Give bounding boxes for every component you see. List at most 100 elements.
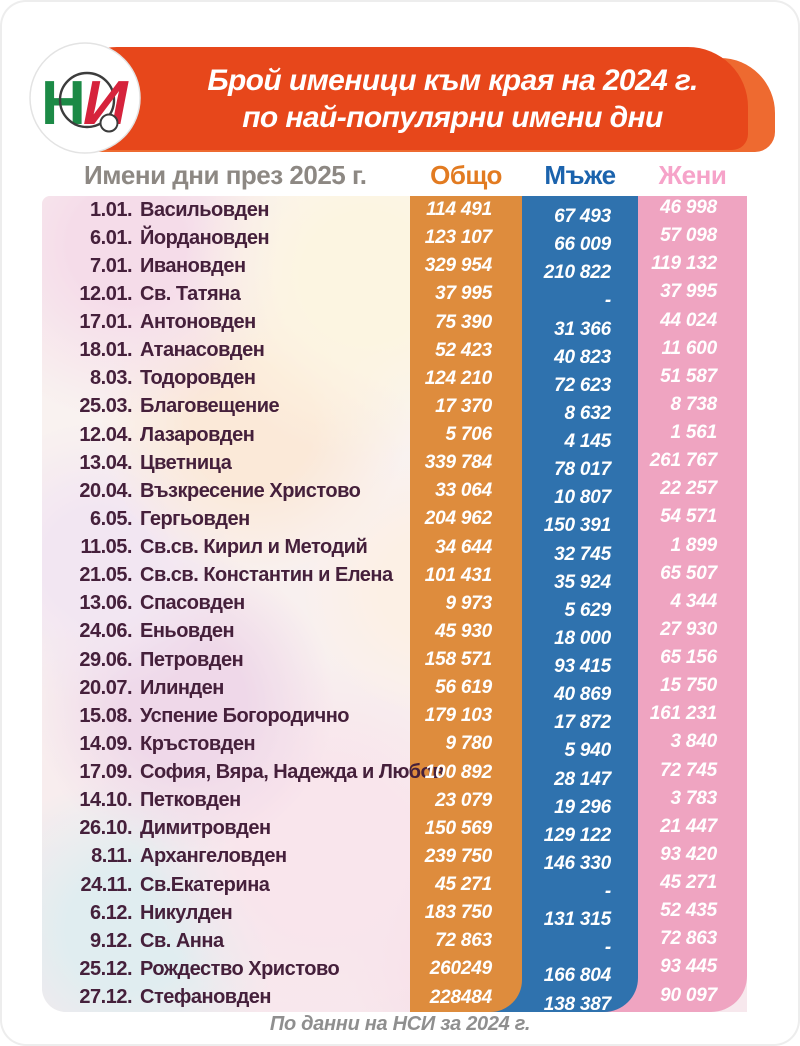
row-name: Цветница [140,451,232,474]
value-total: 158 571 [424,649,492,671]
table-row: 21.05. Св.св. Константин и Елена 101 431… [42,562,747,593]
row-date: 13.04. [79,451,132,474]
row-date: 24.06. [79,620,132,643]
value-women: 51 587 [660,365,717,387]
row-date: 12.01. [79,282,132,305]
value-women: 90 097 [660,984,717,1006]
table-row: 29.06. Петровден 158 571 93 415 65 156 [42,646,747,677]
value-women: 72 745 [660,759,717,781]
value-total: 37 995 [435,283,492,305]
value-women: 37 995 [660,281,717,303]
page-title-line-2: по най-популярни имени дни [242,100,663,134]
value-women: 54 571 [660,506,717,528]
table-row: 25.12. Рождество Христово 260249 166 804… [42,955,747,986]
value-men: 5 629 [564,599,611,621]
row-name: Васильовден [140,198,269,221]
row-name: Еньовден [140,620,235,643]
row-name: Димитровден [140,817,271,840]
value-total: 204 962 [424,508,492,530]
table-row: 14.09. Кръстовден 9 780 5 940 3 840 [42,730,747,761]
table-row: 26.10. Димитровден 150 569 129 122 21 44… [42,815,747,846]
table-row: 17.09. София, Вяра, Надежда и Любов 100 … [42,759,747,790]
table-row: 13.04. Цветница 339 784 78 017 261 767 [42,449,747,480]
total-column-background [410,196,522,1012]
table-row: 9.12. Св. Анна 72 863 - 72 863 [42,927,747,958]
value-men: 166 804 [543,965,611,987]
value-total: 9 973 [445,592,492,614]
value-men: 5 940 [564,740,611,762]
table-row: 12.04. Лазаровден 5 706 4 145 1 561 [42,421,747,452]
row-date: 14.10. [79,789,132,812]
row-date: 9.12. [90,929,132,952]
row-date: 1.01. [90,198,132,221]
value-women: 46 998 [660,197,717,219]
value-total: 17 370 [435,395,492,417]
value-total: 34 644 [435,536,492,558]
value-women: 44 024 [660,309,717,331]
row-name: Рождество Христово [140,957,340,980]
value-men: 131 315 [543,909,611,931]
value-total: 45 271 [435,874,492,896]
table-row: 24.06. Еньовден 45 930 18 000 27 930 [42,618,747,649]
row-date: 12.04. [79,423,132,446]
row-name: Спасовден [140,592,245,615]
table-row: 7.01. Ивановден 329 954 210 822 119 132 [42,252,747,283]
row-name: Успение Богородично [140,704,350,727]
value-total: 75 390 [435,311,492,333]
value-men: - [604,937,611,959]
value-men: 19 296 [554,796,611,818]
value-women: 65 156 [660,647,717,669]
row-name: Св. Татяна [140,282,241,305]
row-date: 29.06. [79,648,132,671]
table-row: 6.12. Никулден 183 750 131 315 52 435 [42,899,747,930]
row-name: Петровден [140,648,244,671]
table-row: 12.01. Св. Татяна 37 995 - 37 995 [42,280,747,311]
row-date: 6.12. [90,901,132,924]
row-date: 7.01. [90,254,132,277]
row-date: 17.09. [79,761,132,784]
row-name: Ивановден [140,254,246,277]
row-name: Архангеловден [140,845,287,868]
value-total: 23 079 [435,789,492,811]
row-date: 6.01. [90,226,132,249]
row-name: Гергьовден [140,507,250,530]
row-date: 15.08. [79,704,132,727]
value-total: 33 064 [435,480,492,502]
row-name: Св.св. Кирил и Методий [140,536,368,559]
table-row: 13.06. Спасовден 9 973 5 629 4 344 [42,590,747,621]
value-total: 183 750 [424,902,492,924]
row-date: 21.05. [79,564,132,587]
value-women: 1 899 [670,534,717,556]
table-row: 1.01. Васильовден 114 491 67 493 46 998 [42,196,747,227]
source-note: По данни на НСИ за 2024 г. [269,1013,531,1035]
row-date: 26.10. [79,817,132,840]
column-header-namedays: Имени дни през 2025 г. [84,160,367,190]
column-header-total: Общо [430,160,502,190]
row-date: 17.01. [79,311,132,334]
value-women: 72 863 [660,928,717,950]
row-date: 24.11. [80,873,132,896]
table-row: 6.01. Йордановден 123 107 66 009 57 098 [42,224,747,255]
row-date: 6.05. [90,507,132,530]
value-men: 66 009 [554,234,611,256]
value-total: 228484 [429,986,492,1008]
value-men: 40 869 [554,684,611,706]
table-row: 17.01. Антоновден 75 390 31 366 44 024 [42,309,747,340]
table-row: 18.01. Атанасовден 52 423 40 823 11 600 [42,337,747,368]
table-row: 20.07. Илинден 56 619 40 869 15 750 [42,674,747,705]
table-row: 20.04. Възкресение Христово 33 064 10 80… [42,477,747,508]
value-women: 93 420 [660,843,717,865]
table-row: 8.03. Тодоровден 124 210 72 623 51 587 [42,365,747,396]
page-title-line-1: Брой именици към края на 2024 г. [207,63,698,97]
value-men: 93 415 [554,656,611,678]
value-men: 138 387 [543,993,611,1015]
row-name: Стефановден [140,986,271,1009]
value-women: 11 600 [661,337,717,359]
table-row: 25.03. Благовещение 17 370 8 632 8 738 [42,393,747,424]
value-total: 179 103 [424,705,492,727]
value-total: 260249 [429,958,492,980]
value-men: 8 632 [564,402,611,424]
value-women: 119 132 [651,253,717,275]
row-name: Св.Екатерина [140,873,270,896]
